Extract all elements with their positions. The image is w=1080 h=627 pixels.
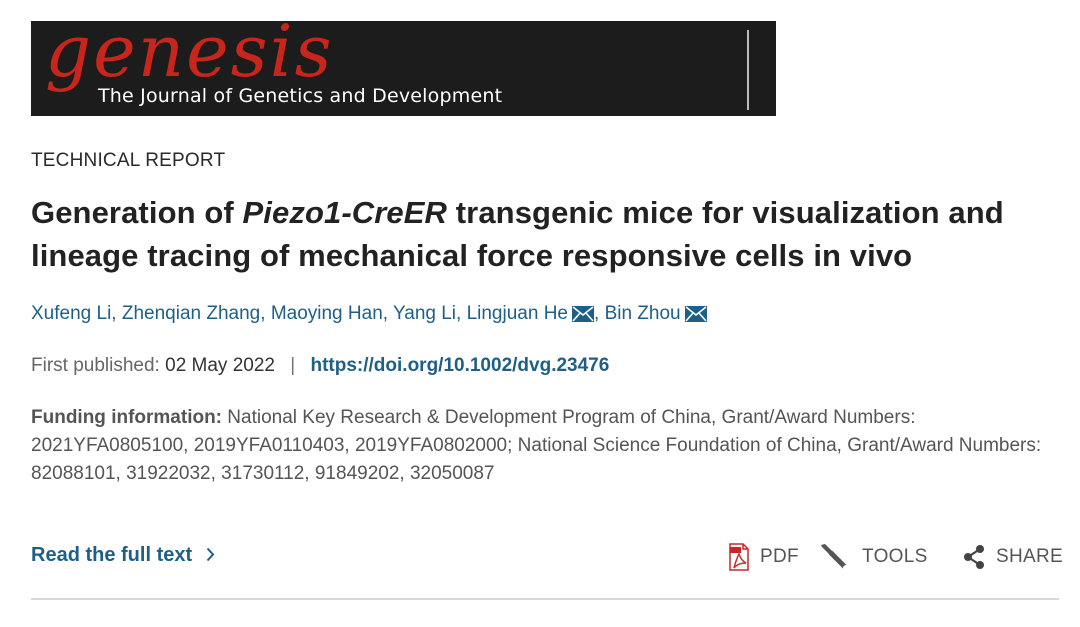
author-separator: , (260, 303, 271, 324)
read-full-text-link[interactable]: Read the full text (31, 544, 215, 568)
tools-label: TOOLS (862, 546, 928, 567)
read-full-text-label: Read the full text (31, 544, 193, 566)
pub-separator: | (290, 355, 296, 376)
author-separator: , (382, 303, 393, 324)
bottom-divider (31, 598, 1059, 600)
author-link[interactable]: Bin Zhou (604, 303, 681, 324)
envelope-icon[interactable] (572, 306, 594, 328)
author-list: Xufeng Li, Zhenqian Zhang, Maoying Han, … (31, 303, 707, 328)
article-type: TECHNICAL REPORT (31, 150, 226, 171)
wrench-icon (821, 544, 849, 571)
share-icon (964, 545, 984, 569)
chevron-right-icon (206, 545, 215, 568)
author-separator: , (111, 303, 122, 324)
envelope-icon[interactable] (684, 306, 707, 328)
first-published-label: First published: (31, 355, 160, 376)
pdf-label: PDF (760, 546, 799, 567)
author-link[interactable]: Lingjuan He (466, 303, 568, 324)
pdf-button[interactable]: PDF (728, 540, 799, 574)
publication-info: First published: 02 May 2022 | https://d… (31, 355, 609, 377)
share-label: SHARE (996, 546, 1063, 567)
funding-text: National Key Research & Development Prog… (31, 407, 1042, 484)
funding-label: Funding information: (31, 407, 223, 428)
journal-tagline: The Journal of Genetics and Development (98, 85, 503, 107)
funding-information: Funding information: National Key Resear… (31, 404, 1061, 488)
journal-banner[interactable]: genesis The Journal of Genetics and Deve… (31, 21, 776, 116)
author-link[interactable]: Maoying Han (270, 303, 383, 324)
pdf-file-icon (729, 543, 749, 571)
article-title: Generation of Piezo1-CreER transgenic mi… (31, 195, 1004, 273)
first-published-date: 02 May 2022 (165, 355, 275, 376)
author-link[interactable]: Xufeng Li (31, 303, 112, 324)
share-button[interactable]: SHARE (962, 540, 1063, 574)
author-separator: , (456, 303, 467, 324)
author-link[interactable]: Yang Li (392, 303, 457, 324)
author-link[interactable]: Zhenqian Zhang (121, 303, 261, 324)
tools-button[interactable]: TOOLS (818, 540, 928, 574)
author-separator: , (594, 303, 605, 324)
journal-logo: genesis (45, 21, 334, 93)
banner-divider (747, 30, 749, 110)
doi-link[interactable]: https://doi.org/10.1002/dvg.23476 (310, 355, 610, 376)
title-gene-name: Piezo1-CreER (242, 195, 448, 230)
